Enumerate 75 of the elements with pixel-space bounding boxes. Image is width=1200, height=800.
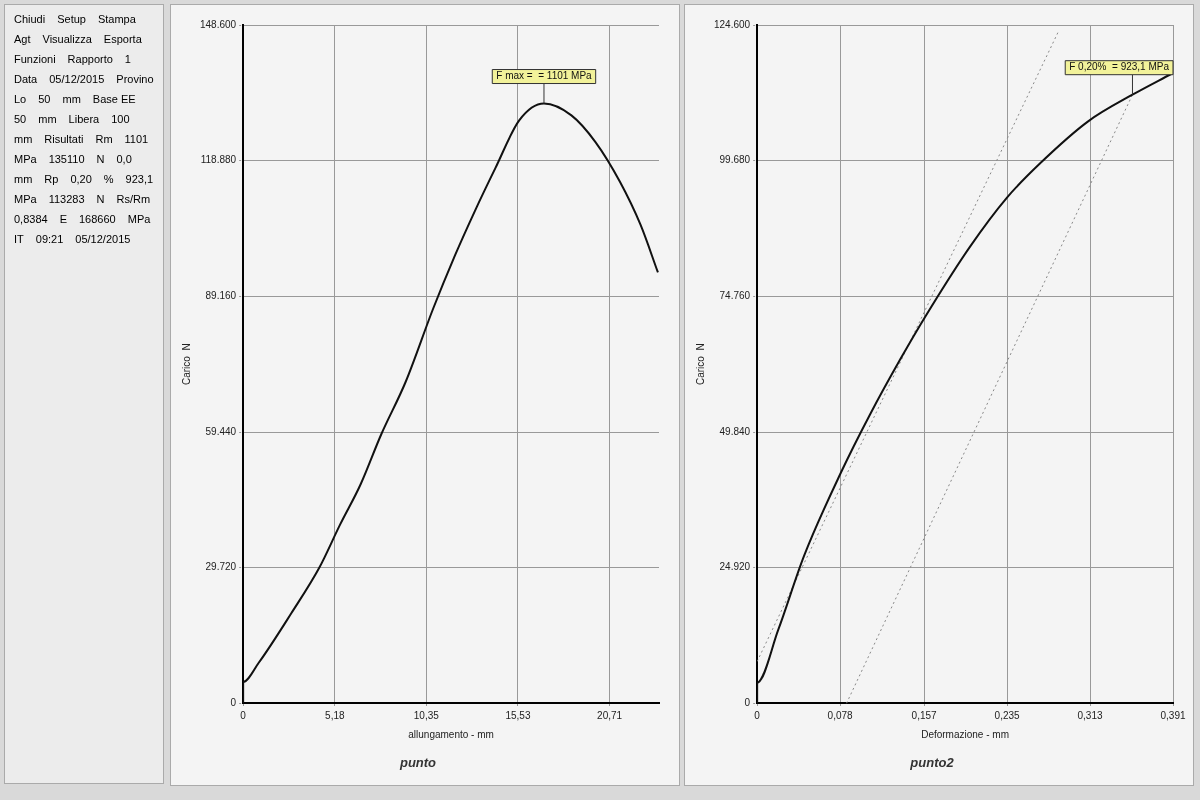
text: Lo	[13, 92, 28, 107]
text: 923,1	[124, 172, 155, 187]
text: 05/12/2015	[48, 72, 106, 87]
y-tick-label: 24.920	[719, 561, 751, 573]
text: 1101	[123, 132, 150, 147]
text: MPa	[126, 212, 152, 227]
y-tick-label: 124.600	[713, 18, 751, 30]
x-tick-label: 0,157	[911, 710, 938, 722]
x-axis-title: allungamento - mm	[408, 729, 494, 741]
y-tick-label: 29.720	[205, 561, 237, 573]
text: Setup	[56, 12, 87, 27]
text: 50	[37, 92, 52, 107]
text: 1	[123, 52, 132, 67]
text: 113283	[47, 192, 86, 207]
text: mm	[13, 132, 34, 147]
y-tick-label: 118.880	[200, 154, 237, 166]
text: Rp	[43, 172, 60, 187]
text: Risultati	[43, 132, 85, 147]
text: Provino	[115, 72, 155, 87]
text: 50	[13, 112, 28, 127]
x-tick-label: 10,35	[413, 710, 440, 722]
x-tick-label: 20,71	[597, 710, 623, 722]
y-tick-label: 0	[230, 697, 237, 709]
x-tick-label: 0	[240, 710, 247, 722]
x-tick-label: 0,235	[994, 710, 1021, 722]
y-axis-title: Carico N	[180, 343, 192, 386]
text: 100	[110, 112, 131, 127]
text: 135110	[47, 152, 86, 167]
text: Funzioni	[13, 52, 57, 67]
text: punto	[398, 754, 437, 770]
y-tick-label: 74.760	[719, 290, 751, 302]
text: N	[95, 192, 106, 207]
annotation: F 0,20% = 923,1 MPa	[1069, 61, 1170, 73]
x-tick-label: 0,078	[827, 710, 854, 722]
text: Visualizza	[41, 32, 93, 47]
text: Chiudi	[13, 12, 47, 27]
y-tick-label: 59.440	[205, 425, 237, 437]
text: mm	[61, 92, 82, 107]
x-tick-label: 15,53	[505, 710, 531, 722]
text: Stampa	[96, 12, 137, 27]
x-tick-label: 0,391	[1160, 710, 1186, 722]
text: Agt	[13, 32, 32, 47]
text: punto2	[909, 754, 955, 770]
text: N	[95, 152, 106, 167]
text: Rapporto	[66, 52, 114, 67]
text: Base EE	[91, 92, 137, 107]
annotation: F max = = 1101 MPa	[496, 70, 593, 82]
text: mm	[13, 172, 34, 187]
y-axis-title: Carico N	[694, 343, 706, 386]
x-tick-label: 0	[754, 710, 761, 722]
text: 168660	[78, 212, 117, 227]
text: MPa	[13, 152, 38, 167]
text: Rm	[94, 132, 114, 147]
text: E	[58, 212, 68, 227]
text: Rs/Rm	[115, 192, 152, 207]
x-tick-label: 5,18	[325, 710, 345, 722]
y-tick-label: 49.840	[719, 425, 751, 437]
text: MPa	[13, 192, 38, 207]
y-tick-label: 0	[744, 697, 751, 709]
y-tick-label: 89.160	[205, 290, 237, 302]
text: 0,20	[69, 172, 93, 187]
x-axis-title: Deformazione - mm	[921, 729, 1009, 741]
text: 05/12/2015	[74, 232, 132, 247]
text: IT	[13, 232, 25, 247]
y-tick-label: 148.600	[199, 18, 237, 30]
text: 09:21	[34, 232, 65, 247]
text: 0,0	[115, 152, 133, 167]
text: 0,8384	[13, 212, 49, 227]
text: %	[102, 172, 115, 187]
text: Libera	[67, 112, 101, 127]
x-tick-label: 0,313	[1077, 710, 1103, 722]
text: mm	[37, 112, 58, 127]
text: Esporta	[102, 32, 143, 47]
text: Data	[13, 72, 39, 87]
y-tick-label: 99.680	[719, 154, 751, 166]
